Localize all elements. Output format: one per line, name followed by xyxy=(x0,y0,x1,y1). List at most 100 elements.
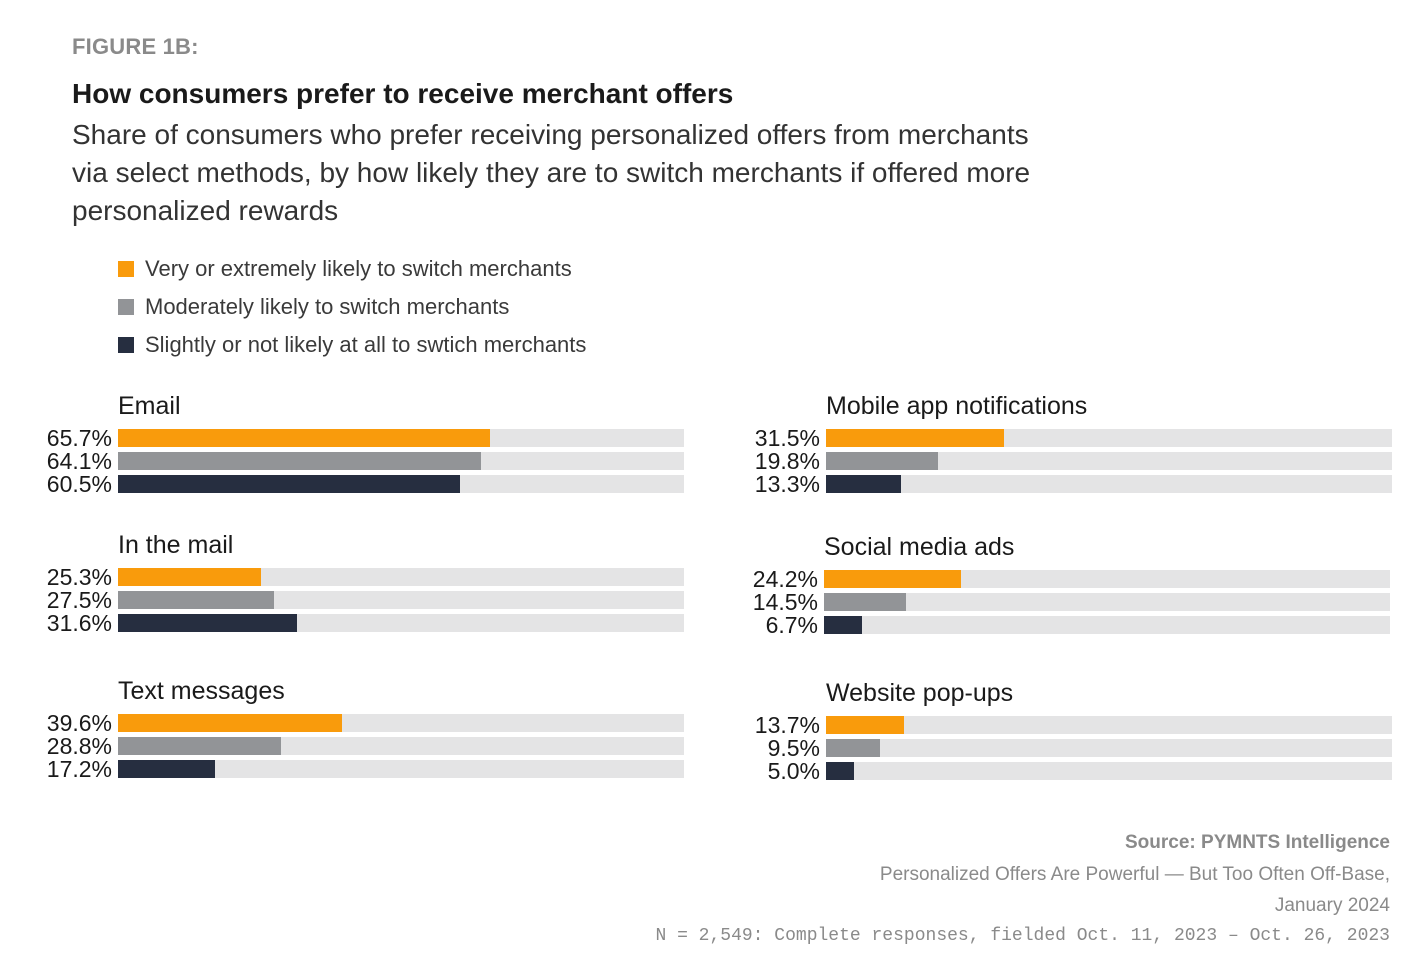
data-label: 64.1% xyxy=(46,448,112,474)
bar xyxy=(824,570,961,588)
bar-row: 31.5% xyxy=(718,427,1414,450)
bar-row: 39.6% xyxy=(10,712,710,735)
bar-row: 9.5% xyxy=(718,737,1414,760)
bar-row: 5.0% xyxy=(718,760,1414,783)
bar-row: 19.8% xyxy=(718,450,1414,473)
bar xyxy=(118,760,216,778)
bar-track xyxy=(118,452,684,470)
bar-row: 13.7% xyxy=(718,714,1414,737)
data-label: 31.6% xyxy=(46,610,112,636)
bar xyxy=(118,429,490,447)
data-label: 39.6% xyxy=(46,710,112,736)
bar-track xyxy=(118,614,684,632)
panel-website-pop-ups: Website pop-ups 13.7% 9.5% 5.0% xyxy=(718,679,1414,799)
data-label: 65.7% xyxy=(46,425,112,451)
bar-row: 17.2% xyxy=(10,758,710,781)
source-label: Source: PYMNTS Intelligence xyxy=(1125,832,1390,853)
data-label: 5.0% xyxy=(767,758,820,784)
bar-row: 25.3% xyxy=(10,566,710,589)
bar xyxy=(826,429,1005,447)
panel-text-messages: Text messages 39.6% 28.8% 17.2% xyxy=(10,677,710,797)
bar-track xyxy=(826,475,1392,493)
bar-row: 65.7% xyxy=(10,427,710,450)
bar xyxy=(824,616,862,634)
panel-title: Email xyxy=(118,392,181,420)
bar-track xyxy=(118,760,684,778)
bar-track xyxy=(118,737,684,755)
source-sample-note: N = 2,549: Complete responses, fielded O… xyxy=(655,926,1390,946)
legend: Very or extremely likely to switch merch… xyxy=(118,250,586,364)
bar-track xyxy=(824,616,1390,634)
bar-track xyxy=(118,475,684,493)
bar xyxy=(118,737,281,755)
bar xyxy=(118,714,343,732)
legend-item-slightly-likely: Slightly or not likely at all to swtich … xyxy=(118,326,586,364)
bar xyxy=(118,475,461,493)
bar-row: 14.5% xyxy=(716,591,1414,614)
bar-row: 60.5% xyxy=(10,473,710,496)
legend-swatch xyxy=(118,337,134,353)
legend-label: Slightly or not likely at all to swtich … xyxy=(145,332,587,357)
panel-social-media-ads: Social media ads 24.2% 14.5% 6.7% xyxy=(716,533,1414,653)
legend-label: Moderately likely to switch merchants xyxy=(145,294,510,319)
bar-track xyxy=(826,452,1392,470)
bar-track xyxy=(826,739,1392,757)
bar-row: 27.5% xyxy=(10,589,710,612)
bar xyxy=(824,593,907,611)
source-report-date: January 2024 xyxy=(1274,895,1390,916)
data-label: 6.7% xyxy=(765,612,818,638)
bar-row: 24.2% xyxy=(716,568,1414,591)
bar-track xyxy=(118,591,684,609)
legend-swatch xyxy=(118,261,134,277)
bar-track xyxy=(118,429,684,447)
legend-item-very-likely: Very or extremely likely to switch merch… xyxy=(118,250,586,288)
bar-track xyxy=(118,568,684,586)
panel-title: Social media ads xyxy=(824,533,1015,561)
bar xyxy=(826,475,902,493)
data-label: 14.5% xyxy=(752,589,818,615)
chart-title: How consumers prefer to receive merchant… xyxy=(72,78,734,109)
panel-title: Text messages xyxy=(118,677,285,705)
data-label: 13.7% xyxy=(754,712,820,738)
bar xyxy=(826,762,855,780)
figure-label: FIGURE 1B: xyxy=(72,34,199,59)
panel-title: Mobile app notifications xyxy=(826,392,1088,420)
panel-title: Website pop-ups xyxy=(826,679,1014,707)
panel-title: In the mail xyxy=(118,531,234,559)
bar xyxy=(118,568,262,586)
data-label: 28.8% xyxy=(46,733,112,759)
legend-swatch xyxy=(118,299,134,315)
bar-row: 13.3% xyxy=(718,473,1414,496)
data-label: 25.3% xyxy=(46,564,112,590)
bar-row: 31.6% xyxy=(10,612,710,635)
legend-label: Very or extremely likely to switch merch… xyxy=(145,256,572,281)
panel-mobile-app-notifications: Mobile app notifications 31.5% 19.8% 13.3% xyxy=(718,392,1414,512)
data-label: 60.5% xyxy=(46,471,112,497)
data-label: 17.2% xyxy=(46,756,112,782)
panel-email: Email 65.7% 64.1% 60.5% xyxy=(10,392,710,512)
bar-track xyxy=(824,593,1390,611)
legend-item-moderately-likely: Moderately likely to switch merchants xyxy=(118,288,586,326)
bar xyxy=(826,716,904,734)
bar xyxy=(118,591,274,609)
bar-row: 28.8% xyxy=(10,735,710,758)
data-label: 19.8% xyxy=(754,448,820,474)
bar-track xyxy=(826,716,1392,734)
bar-track xyxy=(826,762,1392,780)
bar xyxy=(826,739,880,757)
bar-track xyxy=(824,570,1390,588)
bar-track xyxy=(826,429,1392,447)
data-label: 13.3% xyxy=(754,471,820,497)
data-label: 24.2% xyxy=(752,566,818,592)
bar-track xyxy=(118,714,684,732)
bar-row: 6.7% xyxy=(716,614,1414,637)
bar xyxy=(826,452,939,470)
bar xyxy=(118,452,481,470)
bar xyxy=(118,614,297,632)
data-label: 27.5% xyxy=(46,587,112,613)
data-label: 31.5% xyxy=(754,425,820,451)
bar-row: 64.1% xyxy=(10,450,710,473)
data-label: 9.5% xyxy=(767,735,820,761)
panel-in-the-mail: In the mail 25.3% 27.5% 31.6% xyxy=(10,531,710,651)
source-report-title: Personalized Offers Are Powerful — But T… xyxy=(879,864,1390,885)
